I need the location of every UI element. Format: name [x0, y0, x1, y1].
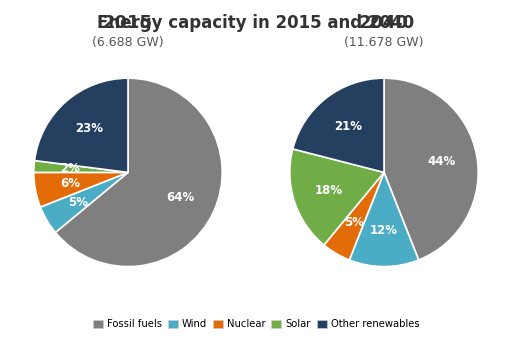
Wedge shape [384, 78, 478, 260]
Wedge shape [34, 78, 128, 172]
Wedge shape [293, 78, 384, 172]
Text: (11.678 GW): (11.678 GW) [344, 36, 424, 49]
Text: 2040: 2040 [359, 14, 409, 32]
Wedge shape [40, 172, 128, 233]
Text: Energy capacity in 2015 and 2040: Energy capacity in 2015 and 2040 [97, 14, 415, 31]
Legend: Fossil fuels, Wind, Nuclear, Solar, Other renewables: Fossil fuels, Wind, Nuclear, Solar, Othe… [89, 315, 423, 333]
Text: 21%: 21% [334, 120, 362, 133]
Text: 5%: 5% [344, 216, 364, 229]
Text: 2%: 2% [60, 162, 80, 175]
Wedge shape [349, 172, 419, 267]
Wedge shape [324, 172, 384, 260]
Wedge shape [55, 78, 222, 267]
Text: 23%: 23% [75, 122, 103, 135]
Text: 6%: 6% [60, 177, 80, 190]
Text: 44%: 44% [427, 155, 456, 168]
Text: 2015: 2015 [103, 14, 153, 32]
Wedge shape [290, 149, 384, 245]
Text: 64%: 64% [167, 191, 195, 204]
Text: 5%: 5% [68, 196, 88, 209]
Text: 18%: 18% [314, 184, 343, 197]
Text: 12%: 12% [370, 224, 398, 237]
Wedge shape [34, 172, 128, 207]
Text: (6.688 GW): (6.688 GW) [92, 36, 164, 49]
Wedge shape [34, 161, 128, 172]
